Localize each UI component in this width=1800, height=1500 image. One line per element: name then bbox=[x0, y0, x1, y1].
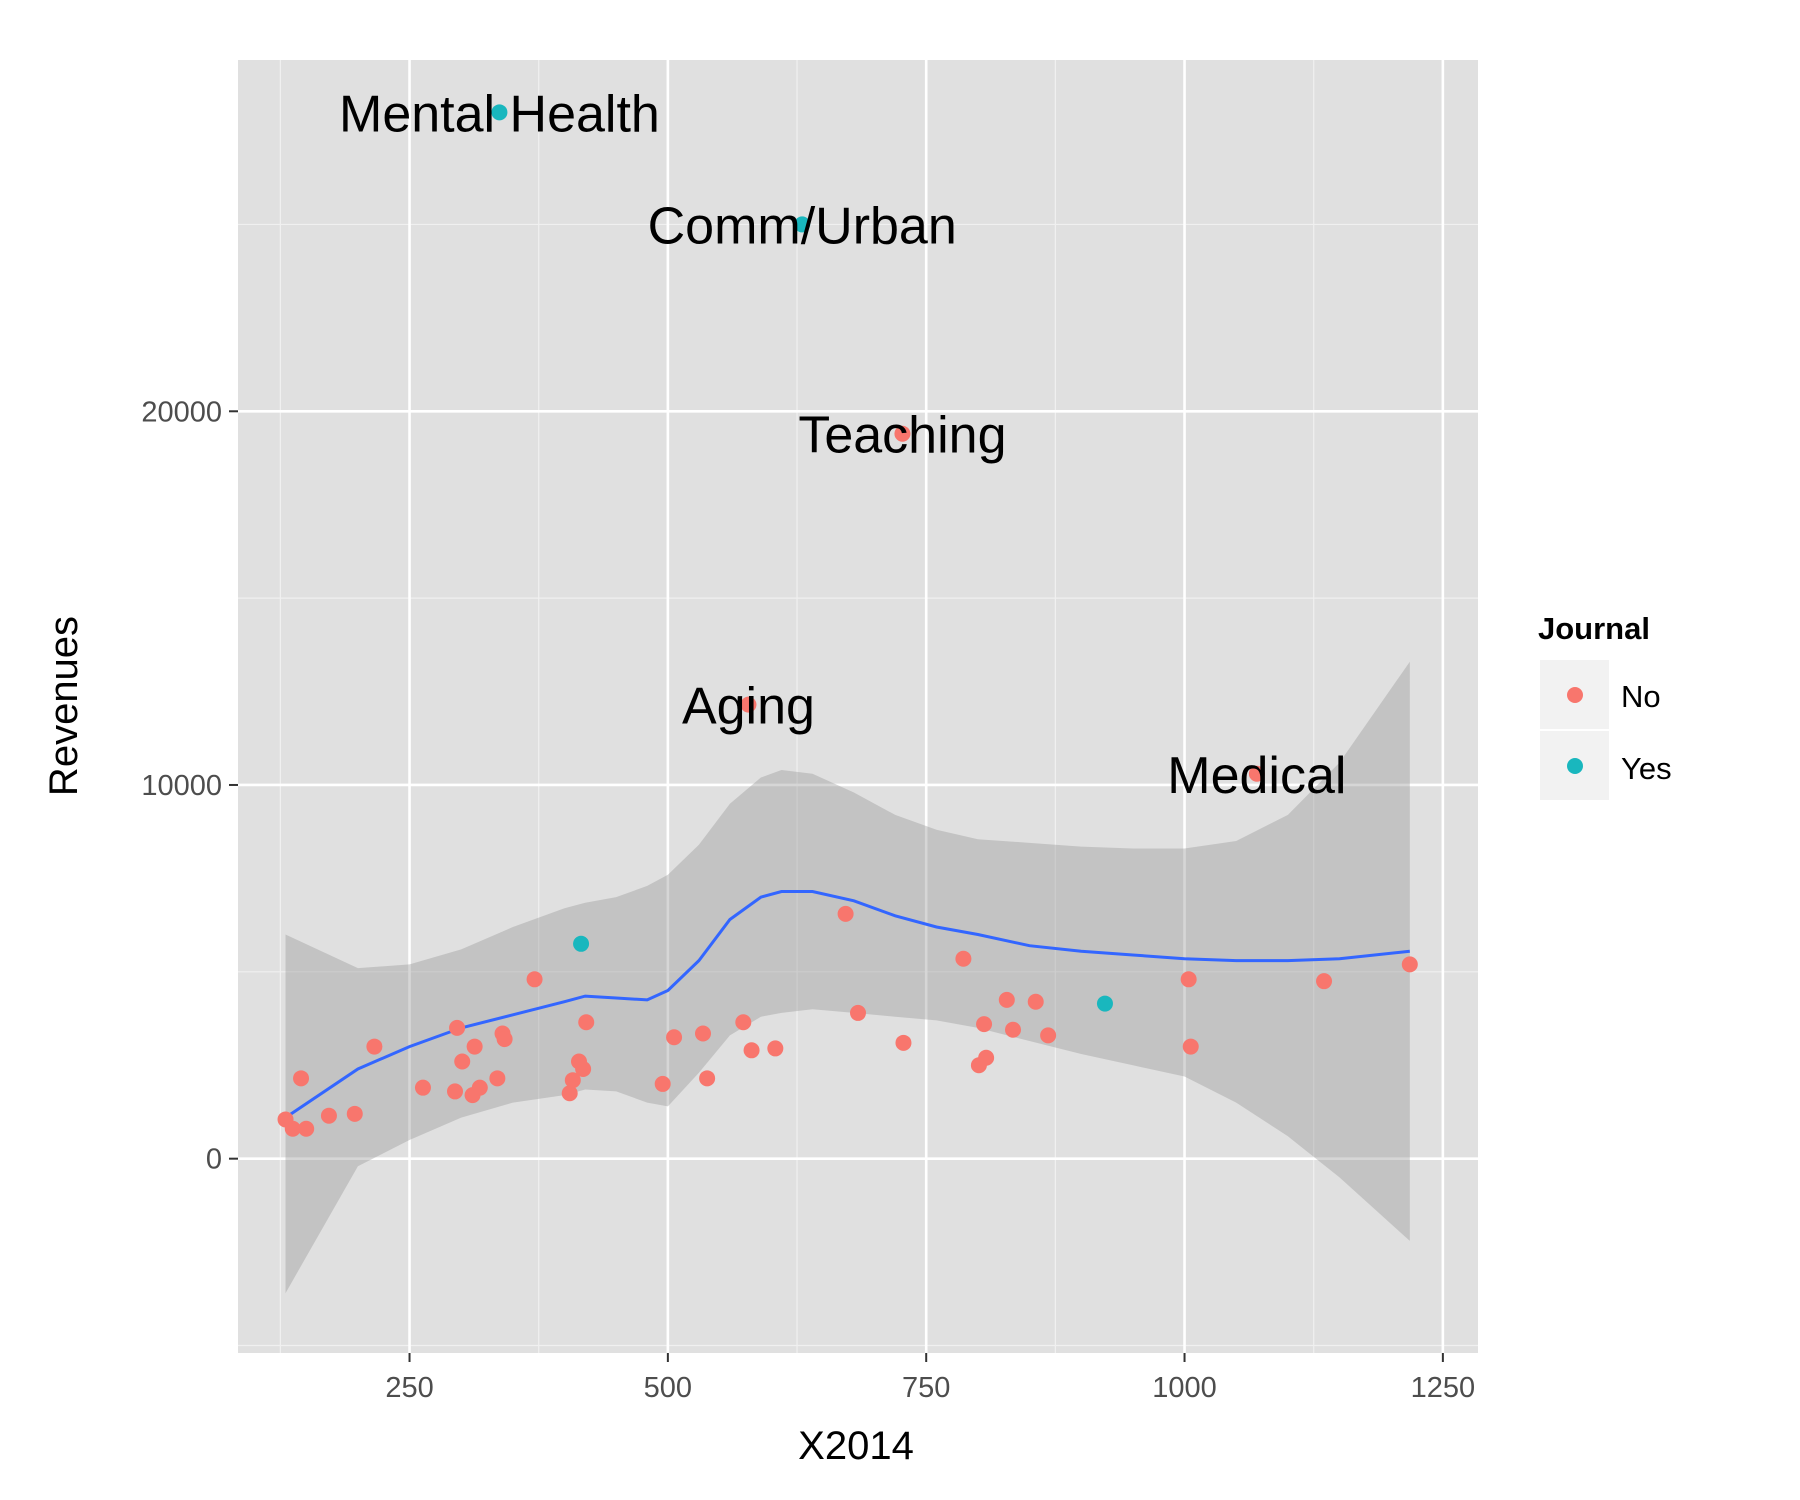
data-point-no bbox=[1182, 1038, 1199, 1055]
point-annotation: Medical bbox=[1167, 747, 1346, 805]
data-point-no bbox=[1040, 1027, 1057, 1044]
legend-title: Journal bbox=[1538, 611, 1650, 646]
data-point-no bbox=[466, 1038, 483, 1055]
data-point-no bbox=[1248, 765, 1265, 782]
data-point-no bbox=[666, 1029, 683, 1046]
axes-layer: 250 500 750 1000 1250 0 10000 20000 bbox=[141, 396, 1475, 1404]
data-point-no bbox=[998, 991, 1015, 1008]
confidence-band bbox=[285, 661, 1410, 1294]
major-gridlines bbox=[238, 60, 1478, 1353]
data-point-yes bbox=[794, 216, 811, 233]
minor-gridlines bbox=[238, 60, 1478, 1353]
data-point-no bbox=[1005, 1021, 1021, 1038]
data-point-no bbox=[489, 1070, 506, 1087]
legend-label-yes: Yes bbox=[1621, 751, 1672, 786]
data-point-no bbox=[575, 1060, 592, 1077]
data-point-no bbox=[735, 1014, 752, 1031]
data-point-yes bbox=[573, 935, 590, 952]
data-point-no bbox=[561, 1085, 578, 1102]
data-point-no bbox=[298, 1120, 315, 1137]
smooth-line bbox=[284, 890, 1410, 1119]
x-tick-label: 1000 bbox=[1152, 1372, 1217, 1404]
data-point-no bbox=[740, 696, 757, 713]
y-axis-title: Revenues bbox=[42, 616, 86, 796]
y-tick-label: 10000 bbox=[141, 770, 222, 802]
data-point-no bbox=[955, 950, 972, 967]
x-axis-title: X2014 bbox=[798, 1424, 914, 1468]
data-point-yes bbox=[1096, 995, 1113, 1012]
y-tick-label: 0 bbox=[206, 1144, 222, 1176]
data-point-no bbox=[578, 1014, 595, 1031]
data-points-layer bbox=[277, 104, 1418, 1137]
x-tick-label: 750 bbox=[902, 1372, 950, 1404]
legend-dot-yes bbox=[1567, 758, 1583, 774]
data-point-no bbox=[743, 1042, 760, 1059]
x-tick-label: 250 bbox=[385, 1372, 433, 1404]
annotations-layer: Mental Health Comm/Urban Teaching Aging Medi… bbox=[339, 85, 1346, 804]
y-tick-label: 20000 bbox=[141, 396, 222, 428]
data-point-no bbox=[564, 1072, 581, 1089]
data-point-no bbox=[414, 1079, 431, 1096]
data-point-no bbox=[1180, 971, 1197, 988]
data-point-no bbox=[895, 1034, 912, 1051]
data-point-no bbox=[449, 1019, 466, 1036]
data-point-no bbox=[320, 1107, 337, 1124]
data-point-no bbox=[767, 1040, 784, 1057]
legend: Journal No Yes bbox=[1538, 611, 1672, 800]
point-annotation: Comm/Urban bbox=[648, 197, 957, 255]
point-annotation: Teaching bbox=[798, 407, 1006, 465]
data-point-no bbox=[699, 1070, 716, 1087]
confidence-band-layer bbox=[285, 661, 1410, 1294]
x-tick-label: 1250 bbox=[1411, 1372, 1476, 1404]
point-annotation: Aging bbox=[682, 678, 815, 736]
point-annotation: Mental Health bbox=[339, 85, 660, 143]
data-point-no bbox=[1027, 993, 1044, 1010]
data-point-no bbox=[471, 1079, 488, 1096]
data-point-no bbox=[526, 971, 543, 988]
data-point-no bbox=[447, 1083, 463, 1100]
data-point-yes bbox=[491, 104, 508, 121]
legend-label-no: No bbox=[1621, 679, 1661, 714]
data-point-no bbox=[293, 1070, 310, 1087]
smooth-line-layer bbox=[284, 890, 1410, 1119]
data-point-no bbox=[695, 1025, 711, 1042]
data-point-no bbox=[346, 1105, 363, 1122]
data-point-no bbox=[366, 1038, 383, 1055]
data-point-no bbox=[1401, 956, 1418, 973]
data-point-no bbox=[894, 425, 911, 442]
data-point-no bbox=[837, 905, 854, 922]
data-point-no bbox=[654, 1075, 671, 1092]
data-point-no bbox=[850, 1004, 866, 1021]
data-point-no bbox=[1316, 973, 1333, 990]
data-point-no bbox=[976, 1016, 993, 1033]
plot-panel bbox=[238, 60, 1478, 1353]
data-point-no bbox=[284, 1120, 301, 1137]
legend-dot-no bbox=[1567, 687, 1583, 703]
data-point-no bbox=[454, 1053, 471, 1070]
x-tick-label: 500 bbox=[644, 1372, 692, 1404]
data-point-no bbox=[978, 1049, 995, 1066]
data-point-no bbox=[496, 1031, 513, 1048]
